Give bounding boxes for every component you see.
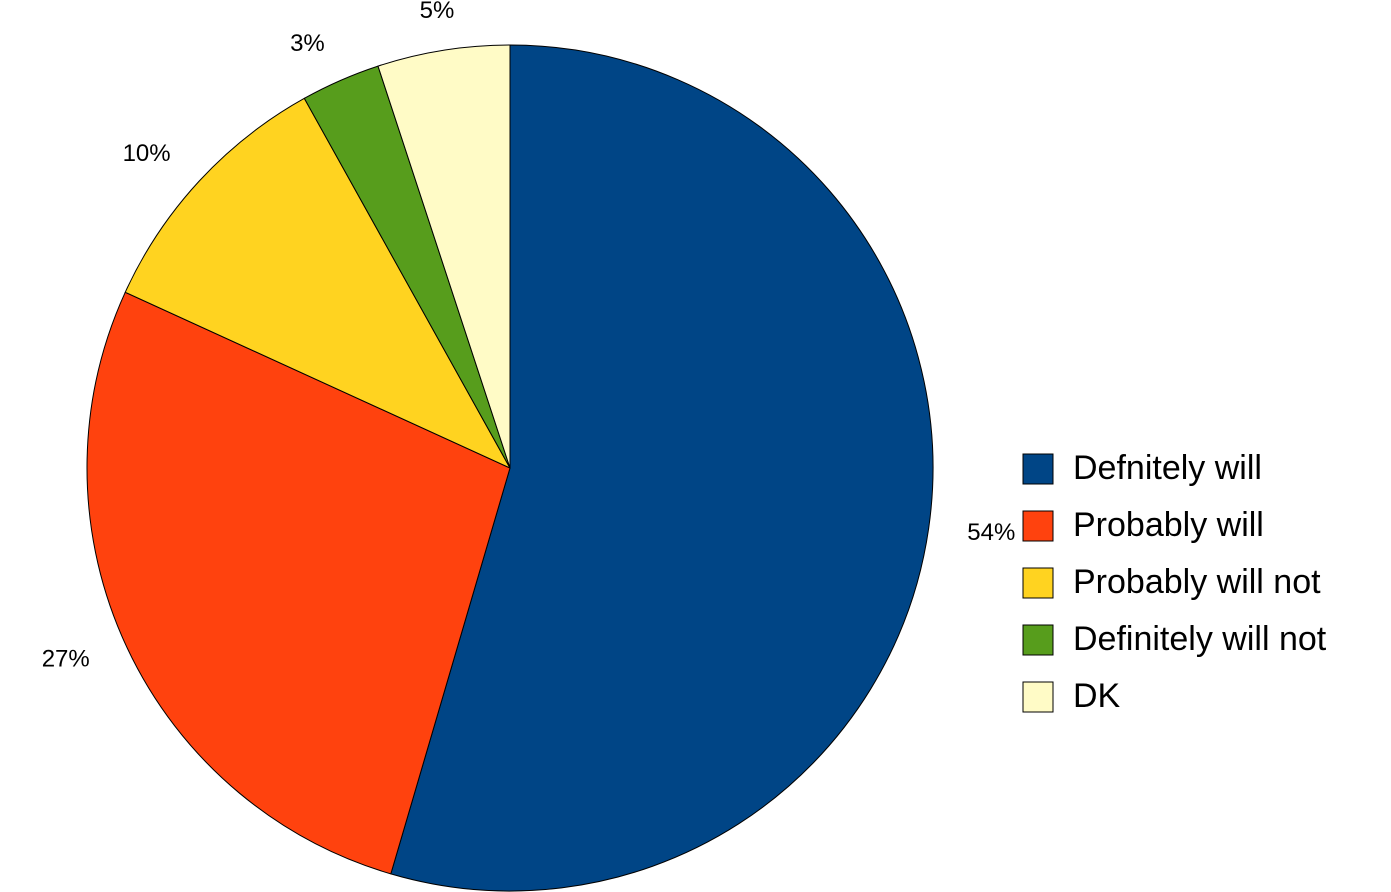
pie-data-labels: 54% 27% 10% 3% 5% <box>42 0 1016 672</box>
pie-slice-defnitely-will <box>390 44 934 892</box>
pie-slice-dk <box>377 44 511 469</box>
data-label-definitely-will-not: 3% <box>290 30 325 57</box>
legend-label-dk: DK <box>1073 677 1121 715</box>
legend-swatch-probably-will-not <box>1022 567 1054 599</box>
pie-slice-probably-will <box>86 291 511 875</box>
data-label-dk: 5% <box>420 0 455 24</box>
legend-swatch-probably-will <box>1022 510 1054 542</box>
legend-swatch-definitely-will-not <box>1022 624 1054 656</box>
legend-swatch-dk <box>1022 681 1054 713</box>
legend: Defnitely will Probably will Probably will… <box>1022 449 1327 715</box>
pie-slices <box>86 44 934 892</box>
legend-item-defnitely-will: Defnitely will <box>1022 449 1262 487</box>
legend-item-probably-will-not: Probably will not <box>1022 563 1321 601</box>
legend-label-definitely-will-not: Definitely will not <box>1073 620 1327 658</box>
legend-item-dk: DK <box>1022 677 1121 715</box>
legend-label-probably-will: Probably will <box>1073 506 1264 544</box>
legend-label-probably-will-not: Probably will not <box>1073 563 1321 601</box>
pie-slice-probably-will-not <box>124 97 511 469</box>
legend-label-defnitely-will: Defnitely will <box>1073 449 1262 487</box>
data-label-probably-will-not: 10% <box>123 140 171 167</box>
legend-item-probably-will: Probably will <box>1022 506 1264 544</box>
data-label-probably-will: 27% <box>42 645 90 672</box>
legend-item-definitely-will-not: Definitely will not <box>1022 620 1327 658</box>
legend-swatch-defnitely-will <box>1022 453 1054 485</box>
data-label-defnitely-will: 54% <box>967 519 1015 546</box>
